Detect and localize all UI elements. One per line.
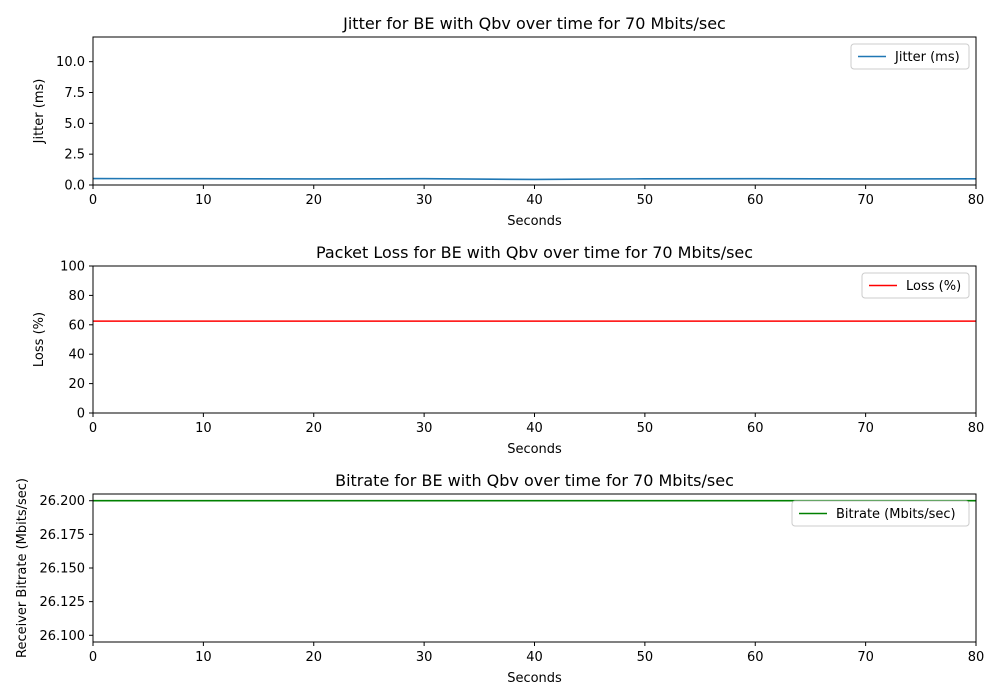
x-tick-label: 30 — [416, 650, 433, 665]
y-tick-label: 0 — [77, 407, 85, 422]
legend: Jitter (ms) — [850, 43, 970, 70]
chart-3: Bitrate for BE with Qbv over time for 70… — [15, 471, 984, 686]
legend-label: Loss (%) — [906, 279, 961, 294]
x-tick-label: 80 — [968, 193, 985, 208]
x-tick-label: 20 — [305, 650, 322, 665]
x-tick-label: 70 — [857, 421, 874, 436]
y-tick-label: 5.0 — [64, 117, 85, 132]
x-tick-label: 50 — [637, 650, 654, 665]
x-tick-label: 80 — [968, 650, 985, 665]
y-tick-label: 20 — [68, 377, 85, 392]
y-tick-label: 26.175 — [40, 528, 86, 543]
x-tick-label: 10 — [195, 650, 212, 665]
x-tick-label: 40 — [526, 193, 543, 208]
x-tick-label: 70 — [857, 650, 874, 665]
x-tick-label: 30 — [416, 193, 433, 208]
plot-frame — [92, 265, 977, 414]
x-tick-label: 20 — [305, 193, 322, 208]
x-tick-label: 60 — [747, 193, 764, 208]
x-tick-label: 30 — [416, 421, 433, 436]
x-tick-label: 10 — [195, 193, 212, 208]
series-line — [92, 177, 977, 181]
y-tick-label: 2.5 — [64, 148, 85, 163]
y-tick-label: 80 — [68, 289, 85, 304]
x-tick-label: 70 — [857, 193, 874, 208]
chart-title: Bitrate for BE with Qbv over time for 70… — [335, 471, 734, 490]
y-tick-label: 100 — [60, 260, 85, 275]
x-tick-label: 50 — [637, 193, 654, 208]
y-tick-label: 26.200 — [40, 494, 86, 509]
x-tick-label: 0 — [89, 193, 97, 208]
chart-1: Jitter for BE with Qbv over time for 70 … — [32, 14, 984, 229]
x-tick-label: 50 — [637, 421, 654, 436]
y-tick-label: 26.100 — [40, 629, 86, 644]
y-tick-label: 10.0 — [56, 55, 85, 70]
x-tick-label: 0 — [89, 650, 97, 665]
x-tick-label: 10 — [195, 421, 212, 436]
legend-box — [791, 500, 970, 527]
chart-2: Packet Loss for BE with Qbv over time fo… — [32, 243, 984, 457]
x-axis-label: Seconds — [507, 442, 562, 457]
x-tick-label: 80 — [968, 421, 985, 436]
plot-frame — [92, 36, 977, 186]
chart-title: Jitter for BE with Qbv over time for 70 … — [342, 14, 726, 33]
y-tick-label: 0.0 — [64, 179, 85, 194]
legend-label: Bitrate (Mbits/sec) — [836, 507, 956, 522]
legend-box — [850, 43, 970, 70]
y-tick-label: 26.125 — [40, 595, 86, 610]
y-tick-label: 60 — [68, 318, 85, 333]
y-tick-label: 40 — [68, 348, 85, 363]
x-tick-label: 0 — [89, 421, 97, 436]
legend-label: Jitter (ms) — [894, 50, 960, 65]
y-tick-label: 7.5 — [64, 86, 85, 101]
x-tick-label: 60 — [747, 650, 764, 665]
y-axis-label: Receiver Bitrate (Mbits/sec) — [15, 478, 30, 658]
x-tick-label: 40 — [526, 421, 543, 436]
x-tick-label: 60 — [747, 421, 764, 436]
legend: Bitrate (Mbits/sec) — [791, 500, 970, 527]
legend: Loss (%) — [861, 272, 970, 299]
chart-title: Packet Loss for BE with Qbv over time fo… — [316, 243, 753, 262]
x-axis-label: Seconds — [507, 671, 562, 686]
y-axis-label: Jitter (ms) — [32, 79, 47, 145]
y-tick-label: 26.150 — [40, 562, 86, 577]
y-axis-label: Loss (%) — [32, 312, 47, 367]
legend-box — [861, 272, 970, 299]
x-axis-label: Seconds — [507, 214, 562, 229]
x-tick-label: 20 — [305, 421, 322, 436]
x-tick-label: 40 — [526, 650, 543, 665]
